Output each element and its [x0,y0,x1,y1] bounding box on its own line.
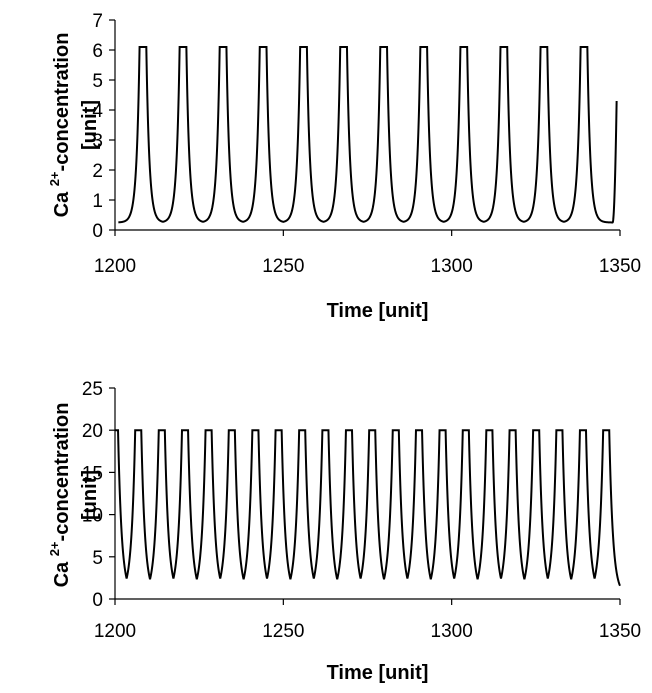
series-line [118,46,618,224]
x-axis-title: Time [unit] [327,662,429,684]
y-tick-label: 4 [92,101,103,122]
x-tick-label: 1200 [94,621,136,642]
x-tick-label: 1300 [431,621,473,642]
x-tick-label: 1300 [431,256,473,277]
x-tick-label: 1350 [599,256,641,277]
x-axis-title: Time [unit] [327,300,429,322]
y-axis-title-line2-group: [unit] [79,470,101,520]
y-tick-label: 0 [92,221,103,242]
chart-bottom: 0 5 10 15 20 25 1200 1250 1300 1350 Time [unit] Ca … [47,379,641,684]
x-tick-label: 1250 [262,256,304,277]
y-tick-label: 25 [82,379,103,400]
y-axis-title: Ca 2+-concentration [47,33,73,218]
y-axis-title-line2-group: [unit] [79,100,101,150]
y-tick-label: 15 [82,463,103,484]
y-axis-title-line2: [unit] [79,470,101,520]
series-line [115,429,621,587]
y-axis-title: Ca 2+-concentration [47,403,73,588]
y-tick-label: 7 [92,11,103,32]
y-tick-label: 5 [92,71,103,92]
y-tick-label: 20 [82,421,103,442]
y-axis-title-line2: [unit] [79,100,101,150]
y-tick-label: 2 [92,161,103,182]
y-axis-title-line1: Ca 2+-concentration [47,33,73,218]
x-tick-label: 1350 [599,621,641,642]
y-tick-label: 0 [92,590,103,611]
y-axis-title-line1: Ca 2+-concentration [47,403,73,588]
y-tick-label: 10 [82,506,103,527]
y-tick-label: 1 [92,191,103,212]
y-tick-label: 6 [92,41,103,62]
y-tick-label: 3 [92,131,103,152]
y-tick-label: 5 [92,548,103,569]
x-tick-label: 1200 [94,256,136,277]
x-tick-label: 1250 [262,621,304,642]
chart-top: 0 1 2 3 4 5 6 7 1200 1250 1300 1350 Time [unit] Ca 2+… [47,11,641,322]
